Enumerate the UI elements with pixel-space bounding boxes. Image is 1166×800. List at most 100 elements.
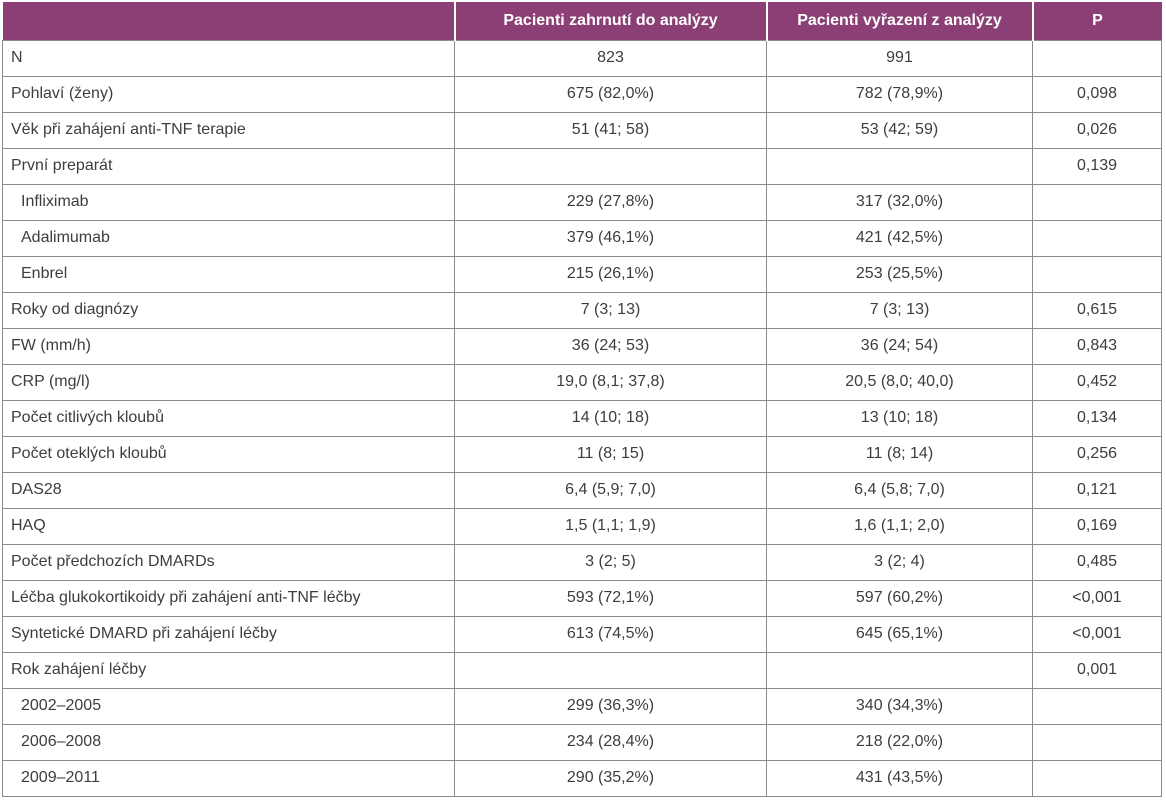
table-row: Adalimumab 379 (46,1%) 421 (42,5%)	[2, 219, 1162, 257]
p-value: 0,256	[1032, 435, 1162, 473]
table-row: Věk při zahájení anti-TNF terapie 51 (41;…	[2, 111, 1162, 149]
table-row: Infliximab 229 (27,8%) 317 (32,0%)	[2, 183, 1162, 221]
excluded-value	[766, 651, 1033, 689]
excluded-value: 7 (3; 13)	[766, 291, 1033, 329]
excluded-value: 11 (8; 14)	[766, 435, 1033, 473]
excluded-value: 645 (65,1%)	[766, 615, 1033, 653]
p-value: 0,026	[1032, 111, 1162, 149]
table-row: DAS28 6,4 (5,9; 7,0) 6,4 (5,8; 7,0) 0,121	[2, 471, 1162, 509]
excluded-value: 782 (78,9%)	[766, 75, 1033, 113]
included-value: 593 (72,1%)	[454, 579, 767, 617]
p-value: 0,121	[1032, 471, 1162, 509]
p-value: 0,615	[1032, 291, 1162, 329]
p-value: 0,169	[1032, 507, 1162, 545]
p-value: 0,452	[1032, 363, 1162, 401]
p-value	[1032, 219, 1162, 257]
table-row: První preparát 0,139	[2, 147, 1162, 185]
table-row: CRP (mg/l) 19,0 (8,1; 37,8) 20,5 (8,0; 40,…	[2, 363, 1162, 401]
excluded-value: 1,6 (1,1; 2,0)	[766, 507, 1033, 545]
table-row: Enbrel 215 (26,1%) 253 (25,5%)	[2, 255, 1162, 293]
row-label: Počet oteklých kloubů	[2, 435, 455, 473]
p-value	[1032, 183, 1162, 221]
included-value	[454, 147, 767, 185]
included-value: 234 (28,4%)	[454, 723, 767, 761]
included-value: 1,5 (1,1; 1,9)	[454, 507, 767, 545]
included-value: 3 (2; 5)	[454, 543, 767, 581]
header-p-value: P	[1032, 2, 1162, 40]
p-value: 0,485	[1032, 543, 1162, 581]
p-value: 0,001	[1032, 651, 1162, 689]
header-included-patients: Pacienti zahrnutí do analýzy	[454, 2, 768, 40]
p-value	[1032, 687, 1162, 725]
row-label: 2006–2008	[2, 723, 455, 761]
included-value: 215 (26,1%)	[454, 255, 767, 293]
row-label: HAQ	[2, 507, 455, 545]
row-label: Počet citlivých kloubů	[2, 399, 455, 437]
table-row: N 823 991	[2, 39, 1162, 77]
row-label: CRP (mg/l)	[2, 363, 455, 401]
table-row: Počet předchozích DMARDs 3 (2; 5) 3 (2; 4)…	[2, 543, 1162, 581]
row-label: Roky od diagnózy	[2, 291, 455, 329]
included-value: 613 (74,5%)	[454, 615, 767, 653]
excluded-value: 317 (32,0%)	[766, 183, 1033, 221]
p-value: 0,134	[1032, 399, 1162, 437]
included-value: 6,4 (5,9; 7,0)	[454, 471, 767, 509]
p-value	[1032, 255, 1162, 293]
excluded-value: 36 (24; 54)	[766, 327, 1033, 365]
table-row: Rok zahájení léčby 0,001	[2, 651, 1162, 689]
included-value: 7 (3; 13)	[454, 291, 767, 329]
table-row: 2009–2011 290 (35,2%) 431 (43,5%)	[2, 759, 1162, 797]
excluded-value: 53 (42; 59)	[766, 111, 1033, 149]
table-row: 2006–2008 234 (28,4%) 218 (22,0%)	[2, 723, 1162, 761]
included-value: 299 (36,3%)	[454, 687, 767, 725]
header-label-column	[2, 2, 456, 40]
row-label: 2002–2005	[2, 687, 455, 725]
table-row: Počet citlivých kloubů 14 (10; 18) 13 (10;…	[2, 399, 1162, 437]
p-value	[1032, 39, 1162, 77]
p-value	[1032, 723, 1162, 761]
included-value: 36 (24; 53)	[454, 327, 767, 365]
excluded-value: 597 (60,2%)	[766, 579, 1033, 617]
row-label: 2009–2011	[2, 759, 455, 797]
included-value: 379 (46,1%)	[454, 219, 767, 257]
included-value: 290 (35,2%)	[454, 759, 767, 797]
excluded-value: 3 (2; 4)	[766, 543, 1033, 581]
table-row: Počet oteklých kloubů 11 (8; 15) 11 (8; 14…	[2, 435, 1162, 473]
table-header-row: Pacienti zahrnutí do analýzy Pacienti vy…	[2, 2, 1162, 40]
included-value: 19,0 (8,1; 37,8)	[454, 363, 767, 401]
included-value: 14 (10; 18)	[454, 399, 767, 437]
excluded-value: 218 (22,0%)	[766, 723, 1033, 761]
row-label: DAS28	[2, 471, 455, 509]
row-label: První preparát	[2, 147, 455, 185]
included-value: 229 (27,8%)	[454, 183, 767, 221]
p-value: <0,001	[1032, 615, 1162, 653]
row-label: Infliximab	[2, 183, 455, 221]
table-row: HAQ 1,5 (1,1; 1,9) 1,6 (1,1; 2,0) 0,169	[2, 507, 1162, 545]
excluded-value: 431 (43,5%)	[766, 759, 1033, 797]
excluded-value: 421 (42,5%)	[766, 219, 1033, 257]
row-label: Rok zahájení léčby	[2, 651, 455, 689]
table-row: Syntetické DMARD při zahájení léčby 613 (…	[2, 615, 1162, 653]
excluded-value: 253 (25,5%)	[766, 255, 1033, 293]
header-excluded-patients: Pacienti vyřazení z analýzy	[766, 2, 1034, 40]
row-label: Adalimumab	[2, 219, 455, 257]
p-value: 0,098	[1032, 75, 1162, 113]
table-row: Léčba glukokortikoidy při zahájení anti-…	[2, 579, 1162, 617]
table-row: Pohlaví (ženy) 675 (82,0%) 782 (78,9%) 0,09…	[2, 75, 1162, 113]
table-row: FW (mm/h) 36 (24; 53) 36 (24; 54) 0,843	[2, 327, 1162, 365]
row-label: FW (mm/h)	[2, 327, 455, 365]
included-value: 11 (8; 15)	[454, 435, 767, 473]
excluded-value: 340 (34,3%)	[766, 687, 1033, 725]
row-label: Věk při zahájení anti-TNF terapie	[2, 111, 455, 149]
row-label: Syntetické DMARD při zahájení léčby	[2, 615, 455, 653]
included-value: 823	[454, 39, 767, 77]
table-row: Roky od diagnózy 7 (3; 13) 7 (3; 13) 0,615	[2, 291, 1162, 329]
row-label: N	[2, 39, 455, 77]
included-value: 675 (82,0%)	[454, 75, 767, 113]
row-label: Počet předchozích DMARDs	[2, 543, 455, 581]
excluded-value: 20,5 (8,0; 40,0)	[766, 363, 1033, 401]
table-body: N 823 991 Pohlaví (ženy) 675 (82,0%) 782 (78,…	[2, 39, 1162, 797]
included-value	[454, 651, 767, 689]
